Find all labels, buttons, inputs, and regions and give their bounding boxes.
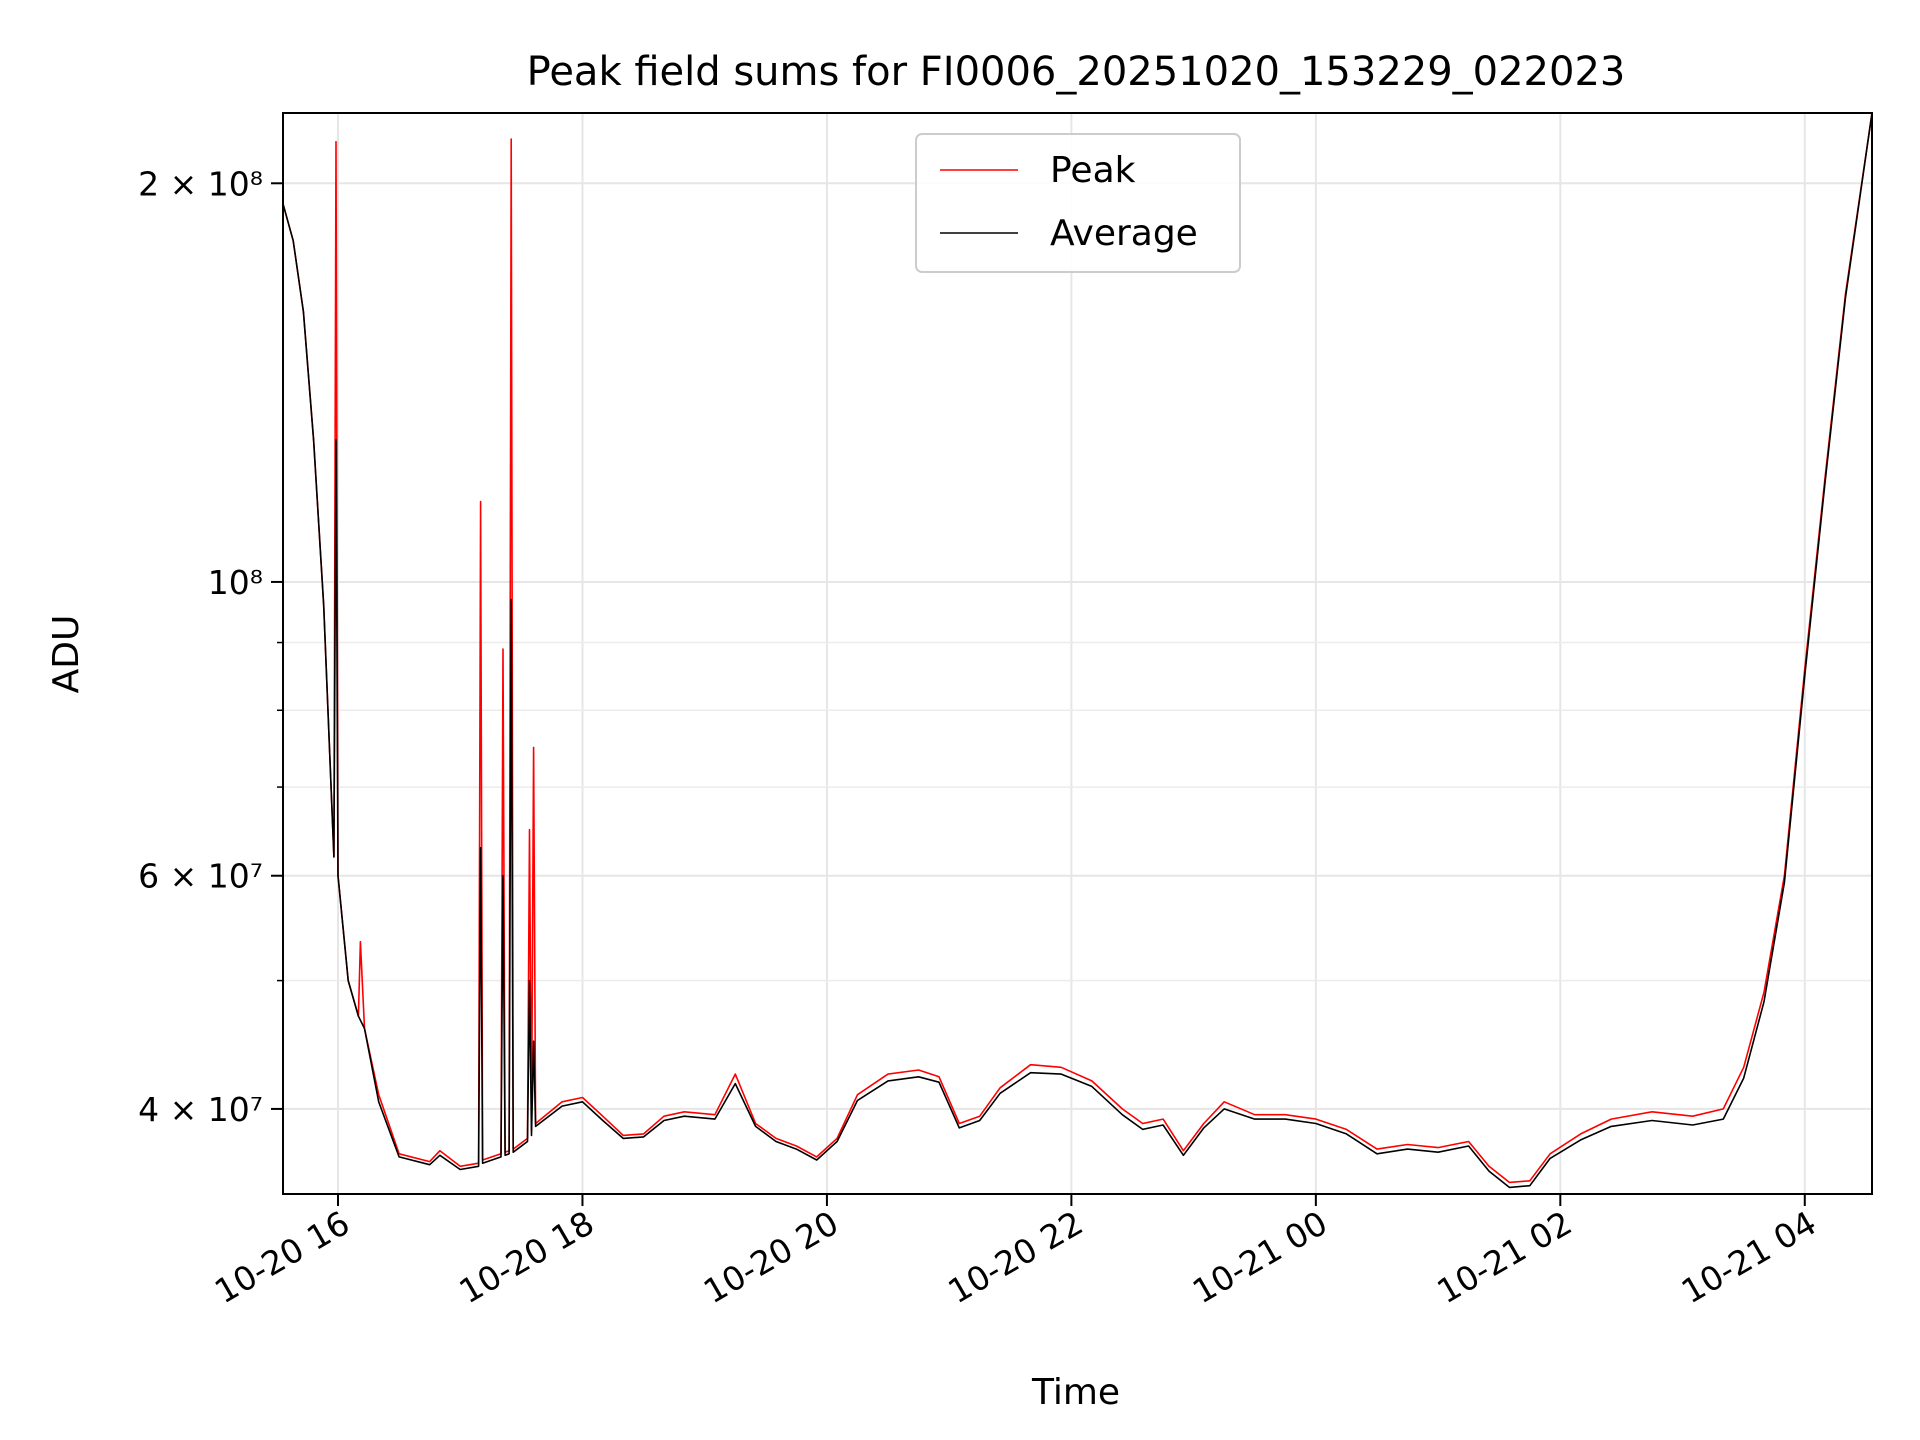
legend: Peak Average xyxy=(915,133,1241,273)
y-tick-label: 10⁸ xyxy=(208,563,263,602)
y-tick-label: 6 × 10⁷ xyxy=(138,857,263,896)
legend-label-average: Average xyxy=(1050,213,1198,254)
legend-label-peak: Peak xyxy=(1050,150,1136,191)
y-axis-label: ADU xyxy=(46,615,87,694)
y-tick-label: 2 × 10⁸ xyxy=(138,164,263,203)
series-layer xyxy=(282,112,1873,1189)
y-axis: 4 × 10⁷ 6 × 10⁷ 10⁸ 2 × 10⁸ xyxy=(138,164,283,1129)
y-tick-label: 4 × 10⁷ xyxy=(138,1090,263,1129)
series-line-peak xyxy=(282,112,1873,1184)
plot-frame xyxy=(282,112,1873,1195)
series-line-average xyxy=(282,112,1873,1189)
legend-box xyxy=(915,133,1241,273)
x-axis-label: Time xyxy=(1031,1372,1120,1413)
chart-title: Peak field sums for FI0006_20251020_1532… xyxy=(527,49,1626,95)
